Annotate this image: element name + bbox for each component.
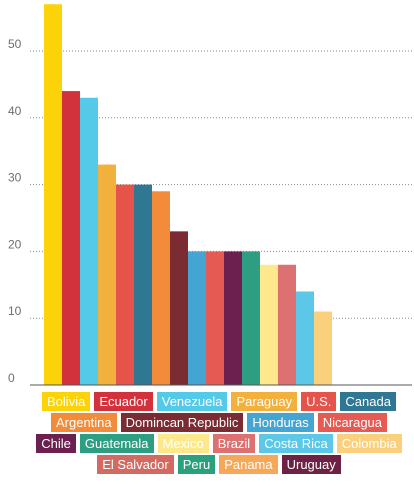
- bar-bolivia: [44, 4, 62, 386]
- bar-colombia: [314, 311, 332, 385]
- bar-brazil: [278, 264, 296, 385]
- bar-honduras: [188, 251, 206, 385]
- legend-item-colombia: Colombia: [336, 434, 402, 453]
- legend-item-argentina: Argentina: [50, 413, 117, 432]
- legend-item-honduras: Honduras: [247, 413, 314, 432]
- legend-item-uruguay: Uruguay: [281, 455, 341, 474]
- bar-venezuela: [80, 97, 98, 385]
- bars: [44, 4, 332, 386]
- bar-u-s-: [116, 184, 134, 385]
- bar-domincan-republic: [170, 231, 188, 385]
- bar-guatemala: [242, 251, 260, 385]
- y-axis-ticks: 0 10 20 30 40 50: [8, 37, 22, 385]
- bar-chile: [224, 251, 242, 385]
- legend-item-chile: Chile: [36, 434, 76, 453]
- bar-paraguay: [98, 164, 116, 385]
- legend-item-el-salvador: El Salvador: [97, 455, 174, 474]
- legend-item-nicaragua: Nicaragua: [317, 413, 388, 432]
- legend-item-venezuela: Venezuela: [156, 392, 228, 411]
- legend-item-bolivia: Bolivia: [42, 392, 91, 411]
- bar-costa-rica: [296, 291, 314, 385]
- legend-item-u-s-: U.S.: [301, 392, 337, 411]
- legend-item-guatemala: Guatemala: [79, 434, 154, 453]
- legend-item-paraguay: Paraguay: [231, 392, 298, 411]
- legend: Bolivia Ecuador Venezuela Paraguay U.S. Canad…: [30, 392, 408, 474]
- y-tick-label: 20: [8, 237, 22, 251]
- legend-item-panama: Panama: [219, 455, 278, 474]
- legend-item-domincan-republic: Domincan Republic: [120, 413, 244, 432]
- legend-item-costa-rica: Costa Rica: [259, 434, 333, 453]
- y-tick-label: 40: [8, 104, 22, 118]
- legend-item-peru: Peru: [177, 455, 216, 474]
- y-tick-label: 30: [8, 171, 22, 185]
- bar-mexico: [260, 264, 278, 385]
- legend-item-ecuador: Ecuador: [94, 392, 153, 411]
- bar-argentina: [152, 191, 170, 385]
- y-tick-label: 0: [8, 371, 15, 385]
- y-tick-label: 50: [8, 37, 22, 51]
- bar-nicaragua: [206, 251, 224, 385]
- legend-item-canada: Canada: [340, 392, 396, 411]
- bar-ecuador: [62, 91, 80, 385]
- bar-canada: [134, 184, 152, 385]
- y-tick-label: 10: [8, 304, 22, 318]
- legend-item-mexico: Mexico: [157, 434, 209, 453]
- legend-item-brazil: Brazil: [212, 434, 256, 453]
